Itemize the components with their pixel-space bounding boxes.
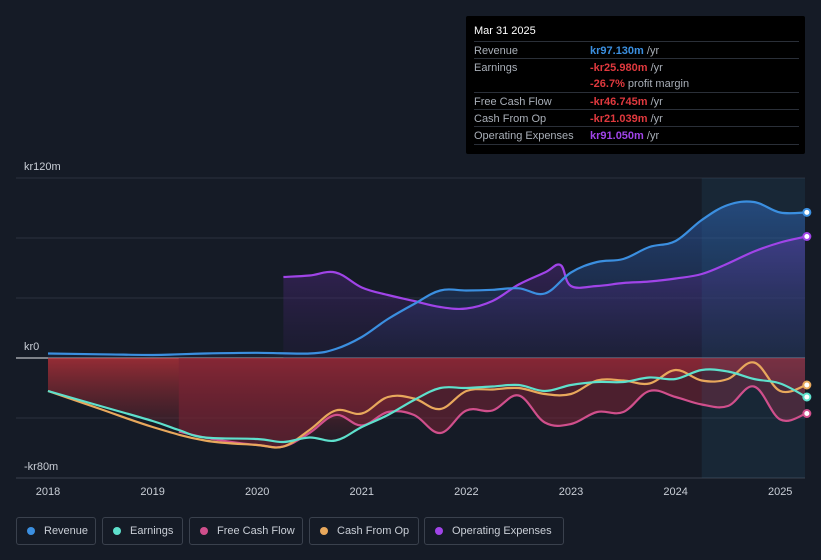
y-axis-labels: kr120m kr0 -kr80m: [24, 161, 61, 473]
series-line-operating-expenses: [283, 235, 807, 311]
area-operating-expenses: [283, 236, 805, 358]
tooltip-date: Mar 31 2025: [474, 25, 536, 37]
x-tick-label: 2025: [768, 486, 792, 498]
tooltip-value: -kr25.980m: [590, 62, 648, 74]
tooltip-label: Revenue: [474, 45, 519, 57]
end-marker-earnings: [802, 392, 812, 402]
legend-item-revenue[interactable]: Revenue: [16, 517, 96, 545]
x-tick-label: 2023: [559, 486, 583, 498]
series-line-cash-from-op: [47, 361, 807, 449]
tooltip-value: -kr21.039m: [590, 113, 648, 125]
tooltip-row-revenue: Revenue kr97.130m /yr: [474, 41, 799, 59]
legend-dot-icon: [113, 527, 121, 535]
x-tick-label: 2024: [663, 486, 687, 498]
highlight-band: [701, 178, 805, 478]
tooltip-value: kr97.130m: [590, 45, 644, 57]
x-tick-label: 2022: [454, 486, 478, 498]
tooltip-row-cfo: Cash From Op -kr21.039m /yr: [474, 109, 799, 127]
series-areas: [48, 201, 805, 448]
legend-item-earnings[interactable]: Earnings: [102, 517, 183, 545]
end-marker-cash-from-op: [802, 380, 812, 390]
end-marker-free-cash-flow: [802, 409, 812, 418]
tooltip-row-opex: Operating Expenses kr91.050m /yr: [474, 126, 799, 145]
tooltip-unit: profit margin: [627, 78, 690, 90]
tooltip-value: -26.7%: [590, 78, 625, 90]
legend-dot-icon: [200, 527, 208, 535]
tooltip-row-earnings: Earnings -kr25.980m /yr: [474, 58, 799, 76]
tooltip-unit: /yr: [650, 96, 663, 108]
legend-label: Cash From Op: [337, 525, 410, 537]
x-tick-label: 2021: [350, 486, 374, 498]
x-tick-label: 2019: [140, 486, 164, 498]
legend-item-cash-from-op[interactable]: Cash From Op: [309, 517, 419, 545]
tooltip-unit: /yr: [650, 113, 663, 125]
tooltip-label: Free Cash Flow: [474, 96, 552, 108]
tooltip-row-margin: -26.7% profit margin: [474, 75, 799, 92]
tooltip-value: -kr46.745m: [590, 96, 648, 108]
tooltip-value: kr91.050m: [590, 130, 644, 142]
tooltip-unit: /yr: [646, 130, 660, 142]
x-tick-label: 2018: [36, 486, 60, 498]
legend-item-free-cash-flow[interactable]: Free Cash Flow: [189, 517, 303, 545]
series-lines: [47, 200, 807, 449]
legend-dot-icon: [27, 527, 35, 535]
x-tick-label: 2020: [245, 486, 269, 498]
tooltip-label: Cash From Op: [474, 113, 547, 125]
legend-item-operating-expenses[interactable]: Operating Expenses: [424, 517, 564, 545]
legend-label: Operating Expenses: [452, 525, 552, 537]
legend-label: Earnings: [130, 525, 174, 537]
tooltip-unit: /yr: [646, 45, 660, 57]
y-tick-label: -kr80m: [24, 461, 58, 473]
highlight-region: [701, 178, 805, 478]
tooltip-label: Earnings: [474, 62, 518, 74]
y-tick-label: kr0: [24, 341, 39, 353]
end-marker-revenue: [802, 207, 812, 217]
tooltip: Mar 31 2025 Revenue kr97.130m /yr Earnin…: [466, 16, 805, 154]
chart-area: kr120m kr0 -kr80m 2018 2019 2020 2021 2022 20…: [16, 161, 812, 498]
end-marker-operating-expenses: [802, 232, 812, 241]
legend-dot-icon: [435, 527, 443, 535]
y-tick-label: kr120m: [24, 161, 61, 173]
area-free-cash-flow: [178, 358, 805, 448]
series-line-revenue: [47, 200, 807, 357]
series-line-earnings: [47, 368, 807, 444]
tooltip-label: Operating Expenses: [474, 130, 574, 142]
legend-dot-icon: [320, 527, 328, 535]
tooltip-row-fcf: Free Cash Flow -kr46.745m /yr: [474, 92, 799, 110]
legend-label: Revenue: [44, 525, 89, 537]
series-end-markers: [802, 207, 812, 418]
tooltip-unit: /yr: [650, 62, 663, 74]
x-axis-labels: 2018 2019 2020 2021 2022 2023 2024 2025: [36, 486, 793, 498]
legend-label: Free Cash Flow: [217, 525, 295, 537]
